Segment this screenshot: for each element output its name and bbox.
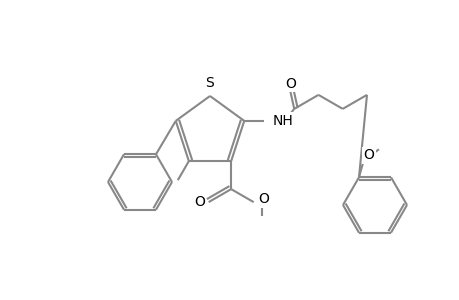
- Text: O: O: [193, 195, 204, 209]
- Text: O: O: [363, 148, 374, 162]
- Text: O: O: [284, 77, 295, 91]
- Text: S: S: [205, 76, 214, 90]
- Text: NH: NH: [272, 114, 292, 128]
- Text: O: O: [258, 192, 269, 206]
